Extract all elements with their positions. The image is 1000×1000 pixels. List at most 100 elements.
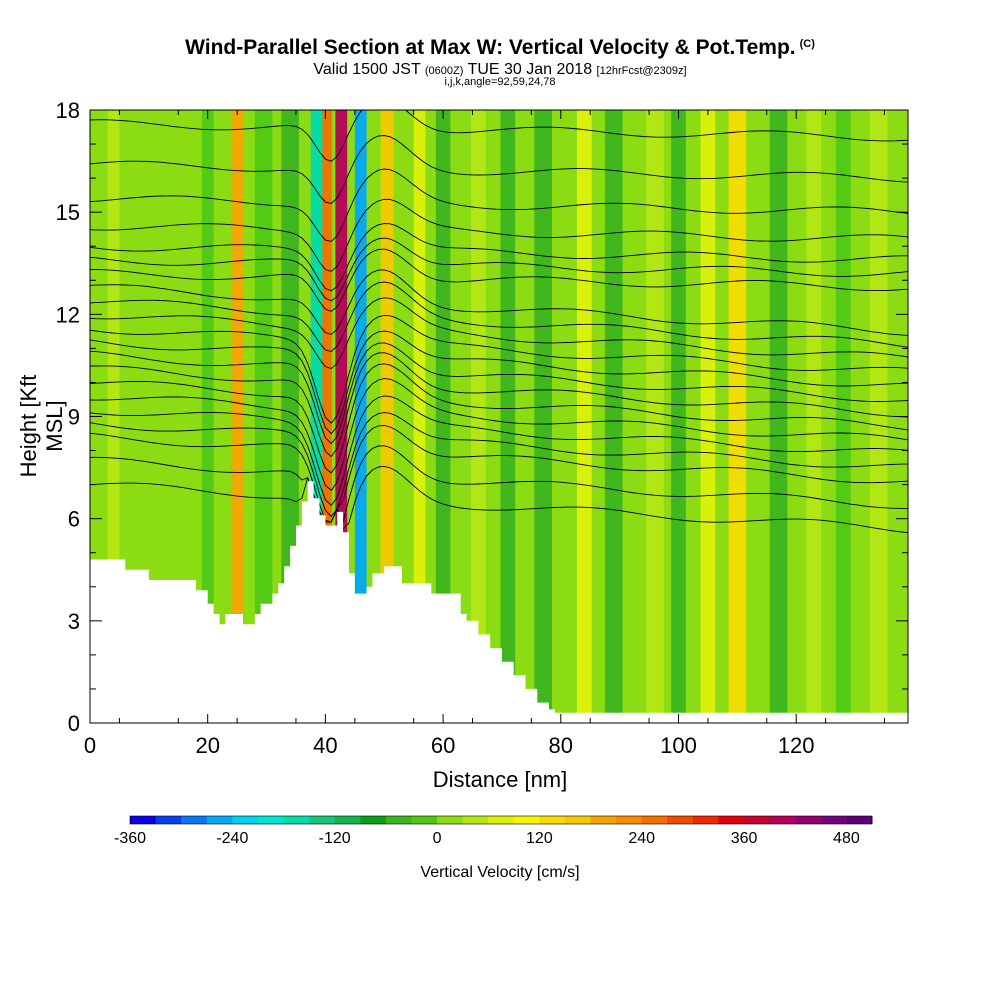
colorbar-tick-label: -360 bbox=[114, 830, 146, 847]
velocity-band bbox=[148, 110, 161, 723]
colorbar-swatch bbox=[437, 816, 464, 824]
velocity-band bbox=[576, 110, 592, 723]
y-tick-label: 15 bbox=[56, 200, 80, 225]
isentrope-line bbox=[90, 378, 908, 492]
x-tick-label: 120 bbox=[778, 733, 815, 758]
y-axis-label: Height [Kft MSL] bbox=[16, 374, 67, 478]
colorbar-swatch bbox=[820, 816, 847, 824]
colorbar-tick-label: -120 bbox=[319, 830, 351, 847]
x-tick-label: 0 bbox=[84, 733, 96, 758]
isentrope-line bbox=[90, 198, 908, 272]
colorbar-swatch bbox=[667, 816, 694, 824]
colorbar-swatch bbox=[539, 816, 566, 824]
isentrope-line bbox=[90, 314, 908, 424]
isentrope-line bbox=[90, 281, 908, 352]
isentrope-line bbox=[90, 330, 908, 435]
isentrope-line bbox=[90, 248, 908, 312]
velocity-band bbox=[604, 110, 623, 723]
y-tick-label: 9 bbox=[68, 405, 80, 430]
velocity-band bbox=[231, 110, 244, 723]
colorbar-swatch bbox=[846, 816, 873, 824]
velocity-band bbox=[500, 110, 516, 723]
colorbar-tick-label: -240 bbox=[216, 830, 248, 847]
colorbar-swatch bbox=[616, 816, 643, 824]
colorbar-tick-label: 120 bbox=[526, 830, 553, 847]
x-tick-label: 20 bbox=[195, 733, 219, 758]
terrain-mask bbox=[90, 481, 908, 723]
colorbar-swatch bbox=[513, 816, 540, 824]
velocity-band bbox=[769, 110, 788, 723]
copyright-mark: (C) bbox=[799, 38, 815, 50]
colorbar-swatch bbox=[692, 816, 719, 824]
valid-time-utc: (0600Z) bbox=[424, 65, 464, 77]
colorbar-swatch bbox=[744, 816, 771, 824]
velocity-band bbox=[806, 110, 822, 723]
y-tick-label: 3 bbox=[68, 609, 80, 634]
chart-subtitle: Valid 1500 JST (0600Z) TUE 30 Jan 2018 [… bbox=[0, 61, 1000, 79]
y-tick-label: 18 bbox=[56, 98, 80, 123]
velocity-band bbox=[534, 110, 552, 723]
colorbar-swatch bbox=[232, 816, 259, 824]
chart-title-text: Wind-Parallel Section at Max W: Vertical… bbox=[185, 36, 796, 59]
chart-title: Wind-Parallel Section at Max W: Vertical… bbox=[0, 36, 1000, 60]
y-tick-label: 12 bbox=[56, 302, 80, 327]
grid-indices: i,j,k,angle=92,59,24,78 bbox=[444, 76, 556, 88]
isentrope-line bbox=[90, 352, 908, 458]
colorbar-swatch bbox=[155, 816, 182, 824]
colorbar-swatch bbox=[590, 816, 617, 824]
colorbar-tick-label: 240 bbox=[628, 830, 655, 847]
isentrope-line bbox=[90, 425, 908, 523]
isentrope-line bbox=[90, 342, 908, 445]
x-tick-label: 40 bbox=[313, 733, 337, 758]
velocity-band bbox=[435, 110, 451, 723]
forecast-info: [12hrFcst@2309z] bbox=[596, 65, 687, 77]
colorbar-swatch bbox=[411, 816, 438, 824]
x-tick-label: 100 bbox=[660, 733, 697, 758]
isentrope-line bbox=[90, 465, 908, 534]
colorbar-swatch bbox=[334, 816, 361, 824]
isentrope-line bbox=[90, 237, 908, 302]
colorbar-tick-label: 480 bbox=[833, 830, 860, 847]
isentrope-line bbox=[90, 445, 908, 524]
velocity-band bbox=[835, 110, 851, 723]
velocity-band bbox=[869, 110, 888, 723]
velocity-band bbox=[254, 110, 273, 723]
colorbar-swatch bbox=[309, 816, 336, 824]
isentrope-line bbox=[90, 363, 908, 474]
colorbar-swatch bbox=[564, 816, 592, 824]
x-tick-label: 80 bbox=[549, 733, 573, 758]
isentrope-line bbox=[90, 223, 908, 292]
velocity-band bbox=[354, 110, 367, 723]
isentrope-line bbox=[90, 135, 908, 204]
isentrope-line bbox=[90, 110, 908, 162]
isentrope-line bbox=[90, 297, 908, 370]
colorbar-swatch bbox=[462, 816, 489, 824]
y-tick-label: 6 bbox=[68, 507, 80, 532]
colorbar-swatch bbox=[795, 816, 822, 824]
velocity-band bbox=[646, 110, 664, 723]
isentrope-line bbox=[90, 395, 908, 506]
colorbar-swatch bbox=[360, 816, 387, 824]
colorbar-swatch bbox=[130, 816, 157, 824]
y-tick-label: 0 bbox=[68, 711, 80, 736]
velocity-band bbox=[413, 110, 426, 723]
valid-time: Valid 1500 JST bbox=[313, 61, 421, 78]
colorbar-tick-label: 360 bbox=[731, 830, 758, 847]
velocity-band bbox=[700, 110, 716, 723]
colorbar-swatch bbox=[206, 816, 233, 824]
valid-date: TUE 30 Jan 2018 bbox=[467, 61, 593, 78]
isentrope-line bbox=[90, 269, 908, 336]
colorbar-tick-label: 0 bbox=[433, 830, 442, 847]
colorbar-swatch bbox=[283, 816, 310, 824]
colorbar-swatch bbox=[257, 816, 285, 824]
isentrope-line bbox=[90, 412, 908, 518]
colorbar-swatch bbox=[385, 816, 412, 824]
colorbar-swatch bbox=[718, 816, 745, 824]
colorbar-title: Vertical Velocity [cm/s] bbox=[420, 864, 580, 881]
colorbar-frame bbox=[129, 815, 873, 825]
colorbar-swatch bbox=[181, 816, 208, 824]
x-axis-label: Distance [nm] bbox=[432, 767, 568, 792]
x-tick-label: 60 bbox=[431, 733, 455, 758]
colorbar-swatch bbox=[641, 816, 668, 824]
